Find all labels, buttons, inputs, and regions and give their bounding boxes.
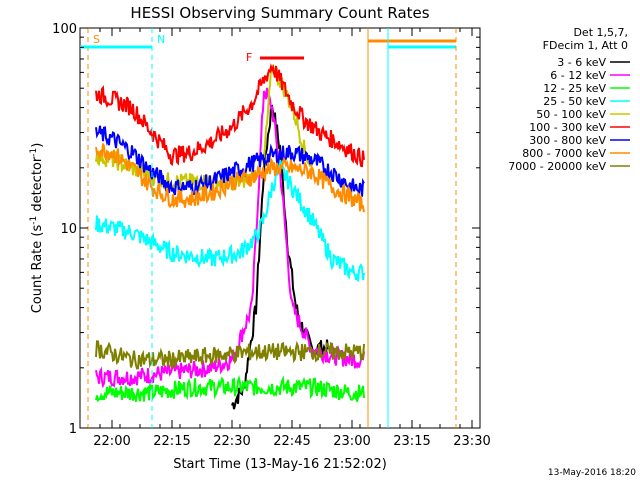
series-layer	[95, 62, 365, 410]
x-tick-label: 22:45	[273, 434, 310, 449]
legend-header: Det 1,5,7,	[573, 26, 628, 39]
series-line	[95, 62, 365, 168]
legend-entry: 6 - 12 keV	[550, 69, 606, 82]
chart-title: HESSI Observing Summary Count Rates	[130, 4, 429, 22]
marker-label: S	[93, 33, 100, 46]
x-tick-label: 22:15	[153, 434, 190, 449]
legend-entry: 12 - 25 keV	[543, 82, 606, 95]
marker-label: N	[157, 33, 165, 46]
footer-timestamp: 13-May-2016 18:20	[548, 468, 636, 478]
y-axis-label: Count Rate (s-1 detector-1)	[29, 143, 45, 314]
marker-label: F	[246, 51, 252, 64]
y-tick-label: 1	[69, 422, 77, 437]
plot-frame	[79, 27, 481, 429]
series-line	[95, 159, 365, 282]
legend-entry: 300 - 800 keV	[529, 134, 606, 147]
legend-entry: 25 - 50 keV	[543, 95, 606, 108]
y-tick-label: 10	[60, 222, 77, 237]
legend-entry: 800 - 7000 keV	[522, 147, 606, 160]
x-tick-label: 22:00	[93, 434, 130, 449]
legend-entry: 100 - 300 keV	[529, 121, 606, 134]
legend-entry: 3 - 6 keV	[557, 56, 606, 69]
marker-layer: S N F	[80, 28, 457, 428]
series-line	[95, 340, 365, 370]
axis-layer: 22:00 22:15 22:30 22:45 23:00 23:15 23:30 1 10 10…	[52, 22, 491, 449]
legend-entry: 7000 - 20000 keV	[508, 160, 606, 173]
legend-entry: 50 - 100 keV	[536, 108, 606, 121]
x-tick-label: 23:00	[333, 434, 370, 449]
x-tick-label: 23:30	[453, 434, 490, 449]
x-tick-label: 23:15	[393, 434, 430, 449]
x-axis-label: Start Time (13-May-16 21:52:02)	[173, 457, 387, 472]
y-tick-label: 100	[52, 22, 77, 37]
series-line	[95, 143, 365, 213]
x-tick-label: 22:30	[213, 434, 250, 449]
series-line	[95, 125, 365, 197]
series-line	[95, 375, 365, 403]
legend-header: FDecim 1, Att 0	[543, 39, 628, 52]
